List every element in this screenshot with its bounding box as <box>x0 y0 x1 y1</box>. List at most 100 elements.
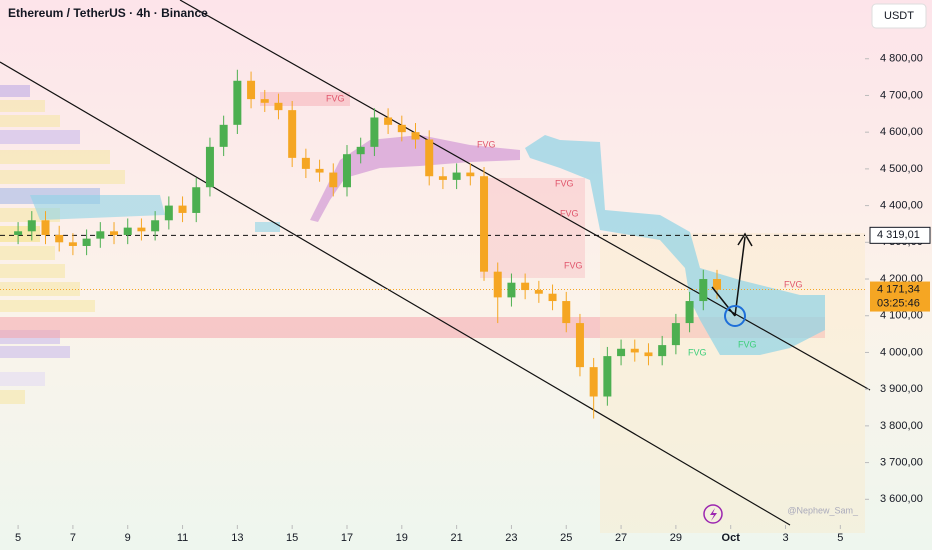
event-icon[interactable] <box>703 504 723 524</box>
candle-body <box>712 279 721 290</box>
currency-button[interactable] <box>871 3 927 29</box>
candle-body <box>82 238 91 246</box>
candle-body <box>110 231 119 235</box>
candle-body <box>685 301 694 324</box>
target-level-label: 4 319,01 <box>877 229 920 241</box>
fvg-label: FVG <box>560 208 579 218</box>
x-tick-label: 19 <box>396 532 408 544</box>
x-tick-label: 21 <box>450 532 462 544</box>
event-icon <box>710 508 717 521</box>
candle-body <box>438 176 447 180</box>
candle-body <box>137 227 146 232</box>
candle-body <box>27 220 36 232</box>
candle-body <box>425 139 434 177</box>
candle-body <box>315 168 324 173</box>
candle-body <box>260 99 269 103</box>
arrow-head <box>737 232 753 247</box>
countdown: 03:25:46 <box>877 297 920 309</box>
cloud <box>255 222 280 232</box>
y-tick-label: 4 600,00 <box>880 126 923 138</box>
y-tick-label: 4 700,00 <box>880 89 923 101</box>
cloud <box>525 135 825 355</box>
x-tick-label: 17 <box>341 532 353 544</box>
candle-body <box>521 282 530 291</box>
candle-body <box>41 220 50 235</box>
channel-line <box>0 61 791 526</box>
candle-body <box>123 227 132 235</box>
candle-body <box>589 367 598 397</box>
cloud <box>310 135 520 222</box>
y-tick-label: 4 500,00 <box>880 163 923 175</box>
candle-body <box>151 220 160 232</box>
candle-body <box>247 80 256 100</box>
candle-body <box>288 110 297 158</box>
y-tick-label: 4 000,00 <box>880 346 923 358</box>
volume-profile <box>0 85 125 404</box>
fvg-label: FVG <box>564 260 583 270</box>
x-tick-label: 23 <box>505 532 517 544</box>
candle-body <box>658 345 667 357</box>
x-tick-label: 25 <box>560 532 572 544</box>
candle-body <box>205 146 214 188</box>
candle-body <box>370 117 379 147</box>
candle-body <box>507 282 516 298</box>
candle-body <box>301 157 310 169</box>
candle-body <box>96 231 105 239</box>
fvg-label: FVG <box>477 139 496 149</box>
fvg-label: FVG <box>555 178 574 188</box>
fvg-label: FVG <box>738 339 757 349</box>
candle-body <box>356 146 365 155</box>
y-tick-label: 3 800,00 <box>880 420 923 432</box>
x-tick-label: 9 <box>125 532 131 544</box>
candle-body <box>219 124 228 147</box>
candle-body <box>671 323 680 346</box>
y-tick-label: 3 900,00 <box>880 383 923 395</box>
price-box <box>869 226 931 244</box>
watermark: @Nephew_Sam_ <box>787 505 859 515</box>
candle-body <box>480 176 489 272</box>
y-tick-label: 3 700,00 <box>880 456 923 468</box>
candle-body <box>534 290 543 294</box>
fvg-label: FVG <box>326 93 345 103</box>
x-tick-label: 3 <box>782 532 788 544</box>
x-tick-label: 11 <box>177 532 188 544</box>
x-tick-label: Oct <box>722 532 741 544</box>
currency[interactable]: USDT <box>884 10 914 22</box>
x-tick-label: 29 <box>670 532 682 544</box>
x-tick-label: 5 <box>15 532 21 544</box>
candle-body <box>411 132 420 140</box>
candle-body <box>274 102 283 111</box>
cloud <box>30 195 165 220</box>
candle-body <box>452 172 461 180</box>
fvg-label: FVG <box>688 347 707 357</box>
y-tick-label: 4 800,00 <box>880 53 923 65</box>
candle-body <box>603 356 612 397</box>
candle-body <box>329 172 338 188</box>
y-tick-label: 4 400,00 <box>880 200 923 212</box>
candle-body <box>617 348 626 357</box>
candle-body <box>548 293 557 302</box>
target-circle <box>724 305 746 327</box>
x-tick-label: 13 <box>231 532 243 544</box>
candle-body <box>575 323 584 368</box>
candle-body <box>562 301 571 324</box>
candle-body <box>397 124 406 133</box>
arrow-line <box>734 236 746 317</box>
candle-body <box>644 352 653 357</box>
candle-body <box>233 80 242 125</box>
candle-body <box>55 234 64 243</box>
candle-body <box>68 242 77 246</box>
x-tick-label: 15 <box>286 532 298 544</box>
candle-body <box>466 172 475 177</box>
candle-body <box>178 205 187 213</box>
candle-body <box>14 231 23 235</box>
channel-line <box>179 0 871 391</box>
candle-body <box>384 117 393 125</box>
supply-zone <box>0 317 825 338</box>
candle-body <box>192 187 201 213</box>
candle-body <box>493 271 502 298</box>
last-price-label: 4 171,34 <box>877 283 920 295</box>
fvg-box <box>260 92 350 106</box>
